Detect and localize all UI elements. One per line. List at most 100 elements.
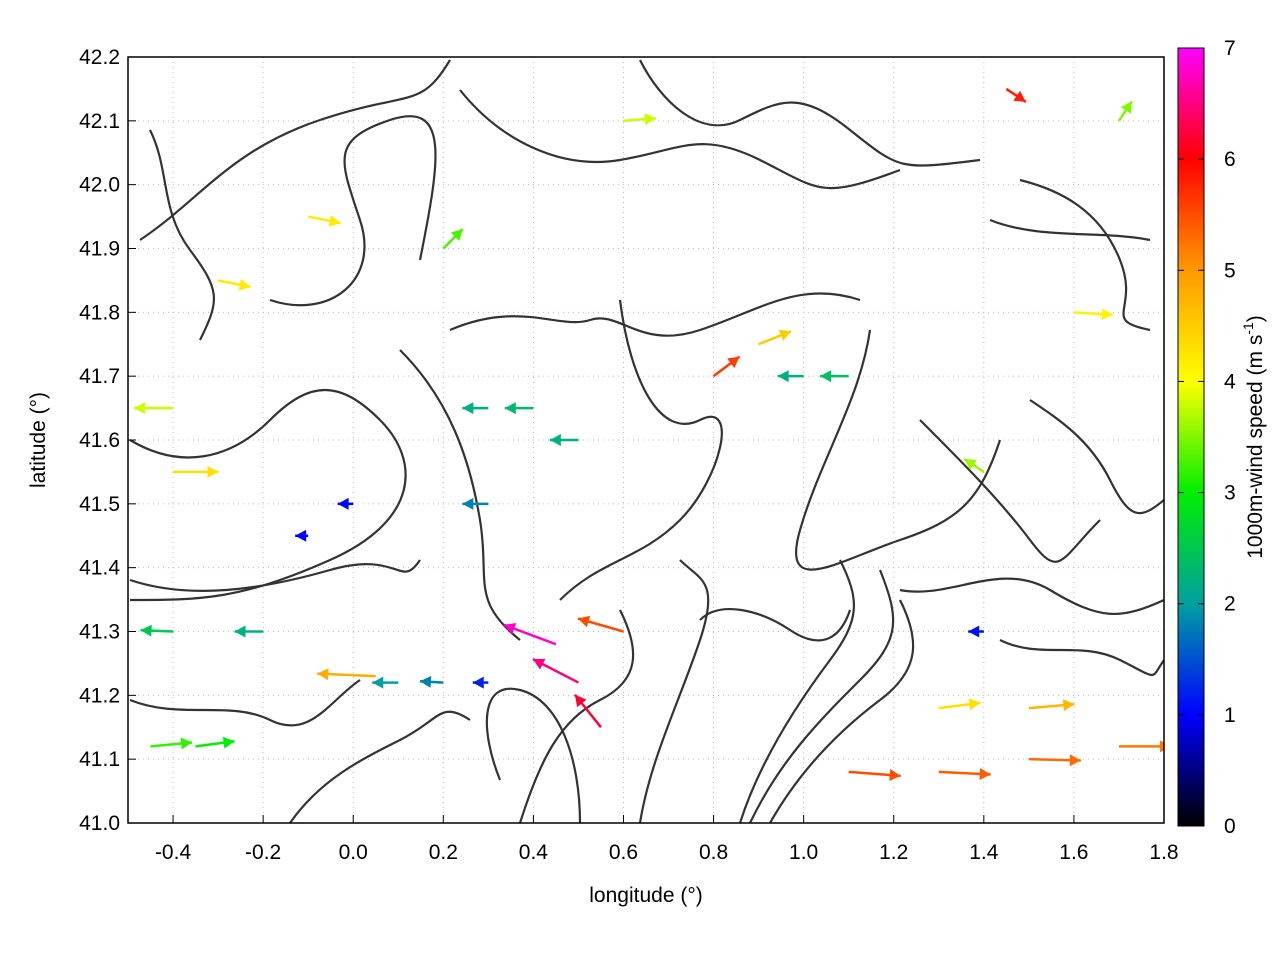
wind-vector [577, 615, 624, 633]
wind-vector [337, 497, 354, 510]
wind-vector [140, 624, 174, 637]
wind-vector [758, 329, 792, 346]
wind-vector [317, 668, 376, 681]
contour-line [559, 299, 723, 601]
wind-vector [419, 675, 444, 688]
wind-vector-head [337, 497, 349, 510]
contour-line [269, 115, 437, 307]
contour-line [139, 59, 451, 241]
contour-line [129, 679, 361, 727]
wind-vector [307, 215, 341, 227]
x-tick-label: -0.2 [245, 841, 281, 864]
y-ticks: 41.0 41.1 41.2 41.3 41.4 41.5 41.6 41.7 41.8 41.9… [79, 46, 136, 835]
wind-vector-head [532, 658, 546, 670]
colorbar [1177, 47, 1205, 827]
wind-vector-head [450, 229, 463, 242]
x-tick-label: 0.6 [609, 841, 638, 864]
contour-line [129, 388, 407, 602]
contour-line [794, 329, 1002, 571]
y-tick-label: 41.1 [79, 748, 120, 771]
wind-vector [938, 698, 981, 711]
y-tick-label: 41.8 [79, 301, 120, 324]
x-ticks: -0.4 -0.2 0.0 0.2 0.4 0.6 0.8 1.0 1.2 1.4 1.6 1.8 [155, 815, 1179, 864]
wind-vectors [134, 87, 1164, 781]
contour-line [639, 59, 981, 167]
x-axis-title: longitude (°) [589, 884, 702, 907]
contour-line [749, 569, 895, 823]
contour-line [399, 349, 521, 641]
wind-vector [1073, 308, 1113, 321]
wind-vector-head [979, 767, 991, 780]
contour-line [699, 608, 852, 642]
y-tick-label: 41.6 [79, 429, 120, 452]
y-tick-label: 42.0 [79, 174, 120, 197]
wind-vector [150, 737, 193, 750]
wind-vector [938, 767, 991, 780]
colorbar-tick-label: 3 [1224, 482, 1236, 505]
x-tick-label: 1.0 [789, 841, 818, 864]
wind-vector-head [134, 402, 146, 415]
wind-vector [217, 278, 251, 291]
wind-vector-head [1101, 308, 1113, 321]
y-tick-label: 41.0 [79, 812, 120, 835]
wind-vector-head [419, 675, 432, 688]
wind-vector [134, 402, 174, 415]
wind-vector-head [727, 356, 740, 369]
colorbar-title-main: 1000m-wind speed (m s [1244, 335, 1267, 559]
wind-vector [963, 457, 985, 473]
wind-vector-head [140, 624, 152, 637]
y-tick-label: 41.3 [79, 621, 120, 644]
wind-vector [532, 658, 580, 684]
x-tick-label: 0.4 [519, 841, 549, 864]
contour-line [1029, 399, 1164, 515]
wind-vector [1118, 740, 1164, 753]
colorbar-tick-label: 2 [1224, 593, 1236, 616]
wind-vector [1028, 754, 1081, 767]
y-tick-label: 41.2 [79, 684, 120, 707]
terrain-contours [129, 59, 1164, 823]
wind-vector-head [778, 329, 792, 341]
colorbar-tick-label: 0 [1224, 815, 1236, 838]
contour-line [919, 419, 1101, 563]
x-tick-label: 0.2 [429, 841, 458, 864]
wind-vector-head [234, 625, 246, 638]
wind-vector [462, 402, 489, 415]
colorbar-tick-label: 4 [1224, 370, 1236, 393]
x-tick-label: -0.4 [155, 841, 192, 864]
wind-vector [472, 676, 489, 689]
y-tick-label: 41.4 [79, 557, 120, 580]
wind-vector-head [222, 736, 235, 749]
contour-line [738, 559, 856, 823]
wind-vector-head [968, 625, 980, 638]
y-tick-label: 41.9 [79, 238, 120, 261]
wind-vector [372, 676, 399, 689]
y-tick-label: 42.1 [79, 110, 120, 133]
wind-vector-head [180, 737, 193, 750]
wind-vector [234, 625, 264, 638]
x-tick-label: 0.0 [339, 841, 368, 864]
wind-vector-head [1062, 699, 1075, 712]
x-tick-label: 1.4 [969, 841, 999, 864]
wind-vector-head [238, 278, 251, 291]
contour-line [459, 89, 901, 190]
wind-vector-head [644, 113, 656, 126]
wind-vector [442, 228, 464, 250]
wind-vector-head [964, 458, 977, 471]
wind-vector [462, 497, 489, 510]
contour-line [129, 559, 421, 592]
wind-vector [195, 736, 235, 749]
y-tick-label: 41.5 [79, 493, 120, 516]
contour-line [485, 687, 582, 823]
wind-vector-head [574, 694, 587, 708]
wind-vector [848, 769, 901, 781]
contour-line [638, 559, 710, 823]
wind-vector [504, 402, 534, 415]
wind-vector [503, 623, 557, 646]
contour-line [1019, 178, 1151, 332]
contour-line [899, 577, 1164, 615]
contour-line [289, 710, 471, 823]
wind-vector [573, 693, 602, 729]
wind-vector [968, 625, 984, 638]
colorbar-title: 1000m-wind speed (m s-1) [1240, 315, 1267, 559]
